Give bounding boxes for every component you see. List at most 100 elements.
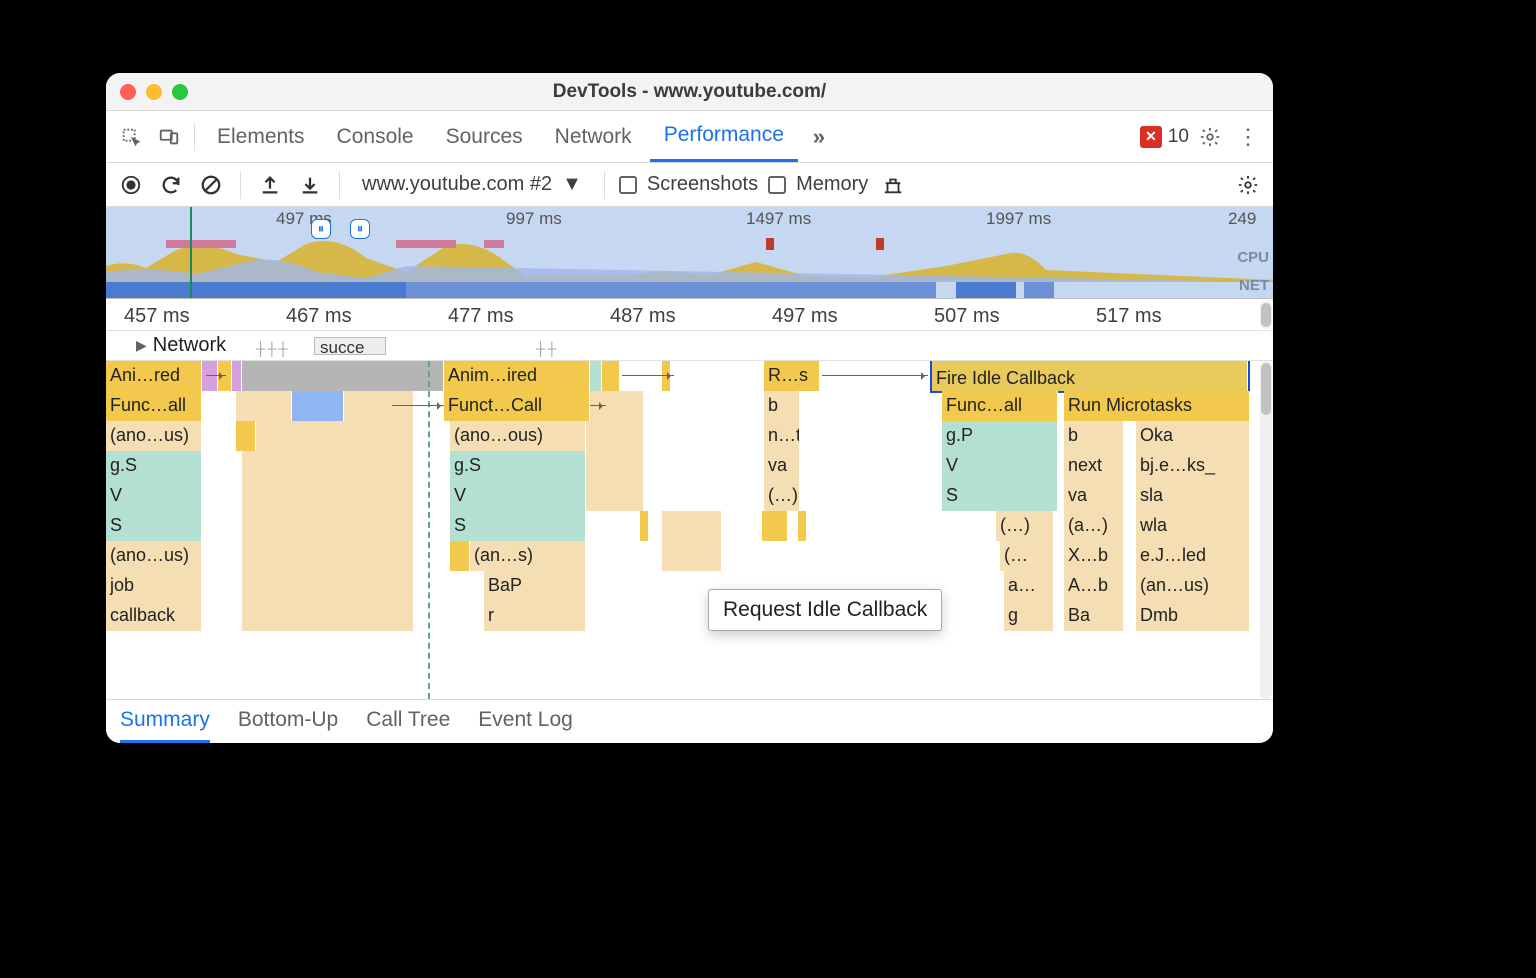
flame-cell[interactable]: S bbox=[106, 511, 202, 541]
flame-cell[interactable]: callback bbox=[106, 601, 202, 631]
flame-cell[interactable] bbox=[602, 361, 620, 391]
flame-cell[interactable] bbox=[256, 421, 414, 451]
more-tabs-icon[interactable]: » bbox=[802, 120, 836, 154]
flame-cell[interactable] bbox=[586, 451, 644, 481]
flame-cell[interactable]: (… bbox=[1000, 541, 1054, 571]
memory-checkbox[interactable] bbox=[768, 176, 786, 194]
details-tab-event-log[interactable]: Event Log bbox=[478, 700, 573, 743]
clear-button[interactable] bbox=[196, 170, 226, 200]
screenshots-checkbox[interactable] bbox=[619, 176, 637, 194]
reload-button[interactable] bbox=[156, 170, 186, 200]
flame-cell[interactable]: Ba bbox=[1064, 601, 1124, 631]
flame-cell[interactable] bbox=[586, 421, 644, 451]
device-toolbar-icon[interactable] bbox=[152, 120, 186, 154]
overview-handle[interactable]: ⏸ bbox=[350, 219, 370, 239]
flame-cell[interactable]: BaP bbox=[484, 571, 586, 601]
flame-cell[interactable] bbox=[236, 391, 292, 421]
tab-network[interactable]: Network bbox=[541, 111, 646, 162]
flame-cell[interactable]: g bbox=[1004, 601, 1054, 631]
download-icon[interactable] bbox=[295, 170, 325, 200]
flame-cell[interactable]: (an…us) bbox=[1136, 571, 1250, 601]
flame-cell[interactable] bbox=[292, 391, 344, 421]
flame-cell[interactable] bbox=[236, 421, 256, 451]
flame-cell[interactable] bbox=[242, 451, 414, 481]
flame-cell[interactable] bbox=[450, 541, 470, 571]
network-track[interactable]: ▶ Network succe ┼┼┼ ┼┼ bbox=[106, 331, 1273, 361]
flame-cell[interactable]: b bbox=[764, 391, 800, 421]
flame-cell[interactable] bbox=[586, 481, 644, 511]
tab-console[interactable]: Console bbox=[323, 111, 428, 162]
flame-cell[interactable]: Anim…ired bbox=[444, 361, 590, 391]
flame-cell[interactable]: Fire Idle Callback bbox=[932, 361, 1248, 391]
tab-performance[interactable]: Performance bbox=[650, 111, 798, 162]
flame-cell[interactable] bbox=[242, 601, 414, 631]
flame-cell[interactable]: Func…all bbox=[106, 391, 202, 421]
flame-cell[interactable]: wla bbox=[1136, 511, 1250, 541]
inspect-element-icon[interactable] bbox=[114, 120, 148, 154]
tab-elements[interactable]: Elements bbox=[203, 111, 319, 162]
details-tab-summary[interactable]: Summary bbox=[120, 700, 210, 743]
ruler-scrollbar[interactable] bbox=[1260, 301, 1272, 329]
flame-cell[interactable]: (an…s) bbox=[470, 541, 586, 571]
flame-cell[interactable] bbox=[590, 361, 602, 391]
flame-cell[interactable]: (ano…ous) bbox=[450, 421, 586, 451]
flame-cell[interactable] bbox=[202, 361, 218, 391]
garbage-collect-icon[interactable] bbox=[878, 170, 908, 200]
upload-icon[interactable] bbox=[255, 170, 285, 200]
flame-cell[interactable]: g.S bbox=[106, 451, 202, 481]
overview-handle[interactable]: ⏸ bbox=[311, 219, 331, 239]
flame-cell[interactable]: next bbox=[1064, 451, 1124, 481]
flame-cell[interactable]: V bbox=[942, 451, 1058, 481]
flame-cell[interactable] bbox=[344, 391, 414, 421]
flame-cell[interactable]: a… bbox=[1004, 571, 1054, 601]
error-count-badge[interactable]: ✕ 10 bbox=[1140, 126, 1189, 148]
flame-cell[interactable]: R…s bbox=[764, 361, 820, 391]
timeline-overview[interactable]: 497 ms997 ms1497 ms1997 ms249 CPU NET ⏸⏸ bbox=[106, 207, 1273, 299]
minimize-icon[interactable] bbox=[146, 84, 162, 100]
flame-cell[interactable]: V bbox=[450, 481, 586, 511]
close-icon[interactable] bbox=[120, 84, 136, 100]
flame-cell[interactable] bbox=[242, 541, 414, 571]
flame-cell[interactable] bbox=[242, 511, 414, 541]
flame-cell[interactable]: Funct…Call bbox=[444, 391, 590, 421]
flame-cell[interactable]: Ani…red bbox=[106, 361, 202, 391]
flame-cell[interactable]: e.J…led bbox=[1136, 541, 1250, 571]
flame-scrollbar[interactable] bbox=[1260, 361, 1272, 699]
flame-cell[interactable]: (ano…us) bbox=[106, 421, 202, 451]
flame-cell[interactable]: (…) bbox=[996, 511, 1054, 541]
flame-cell[interactable]: S bbox=[450, 511, 586, 541]
kebab-menu-icon[interactable]: ⋮ bbox=[1231, 120, 1265, 154]
flame-cell[interactable]: Run Microtasks bbox=[1064, 391, 1250, 421]
flame-cell[interactable]: g.S bbox=[450, 451, 586, 481]
flame-cell[interactable]: n…t bbox=[764, 421, 800, 451]
flame-cell[interactable]: S bbox=[942, 481, 1058, 511]
flame-cell[interactable]: job bbox=[106, 571, 202, 601]
record-button[interactable] bbox=[116, 170, 146, 200]
flame-cell[interactable] bbox=[798, 511, 807, 541]
flame-cell[interactable]: Oka bbox=[1136, 421, 1250, 451]
capture-settings-icon[interactable] bbox=[1233, 170, 1263, 200]
flame-cell[interactable] bbox=[242, 571, 414, 601]
flame-cell[interactable]: b bbox=[1064, 421, 1124, 451]
flame-cell[interactable]: A…b bbox=[1064, 571, 1124, 601]
flame-cell[interactable]: r bbox=[484, 601, 586, 631]
detail-ruler[interactable]: 457 ms467 ms477 ms487 ms497 ms507 ms517 … bbox=[106, 299, 1273, 331]
flame-cell[interactable]: (ano…us) bbox=[106, 541, 202, 571]
settings-icon[interactable] bbox=[1193, 120, 1227, 154]
expand-icon[interactable]: ▶ bbox=[136, 337, 147, 354]
flame-cell[interactable]: Dmb bbox=[1136, 601, 1250, 631]
details-tab-bottom-up[interactable]: Bottom-Up bbox=[238, 700, 338, 743]
flame-cell[interactable]: Func…all bbox=[942, 391, 1058, 421]
flame-cell[interactable] bbox=[662, 511, 722, 541]
tab-sources[interactable]: Sources bbox=[432, 111, 537, 162]
recording-select[interactable]: www.youtube.com #2 ▼ bbox=[354, 173, 590, 196]
flame-cell[interactable]: g.P bbox=[942, 421, 1058, 451]
flame-cell[interactable]: (a…) bbox=[1064, 511, 1124, 541]
flame-cell[interactable] bbox=[242, 361, 444, 391]
maximize-icon[interactable] bbox=[172, 84, 188, 100]
flame-cell[interactable]: va bbox=[764, 451, 800, 481]
details-tab-call-tree[interactable]: Call Tree bbox=[366, 700, 450, 743]
flame-cell[interactable]: sla bbox=[1136, 481, 1250, 511]
flame-cell[interactable]: X…b bbox=[1064, 541, 1124, 571]
flame-chart[interactable]: Ani…redAnim…iredR…sFire Idle CallbackFun… bbox=[106, 361, 1273, 699]
